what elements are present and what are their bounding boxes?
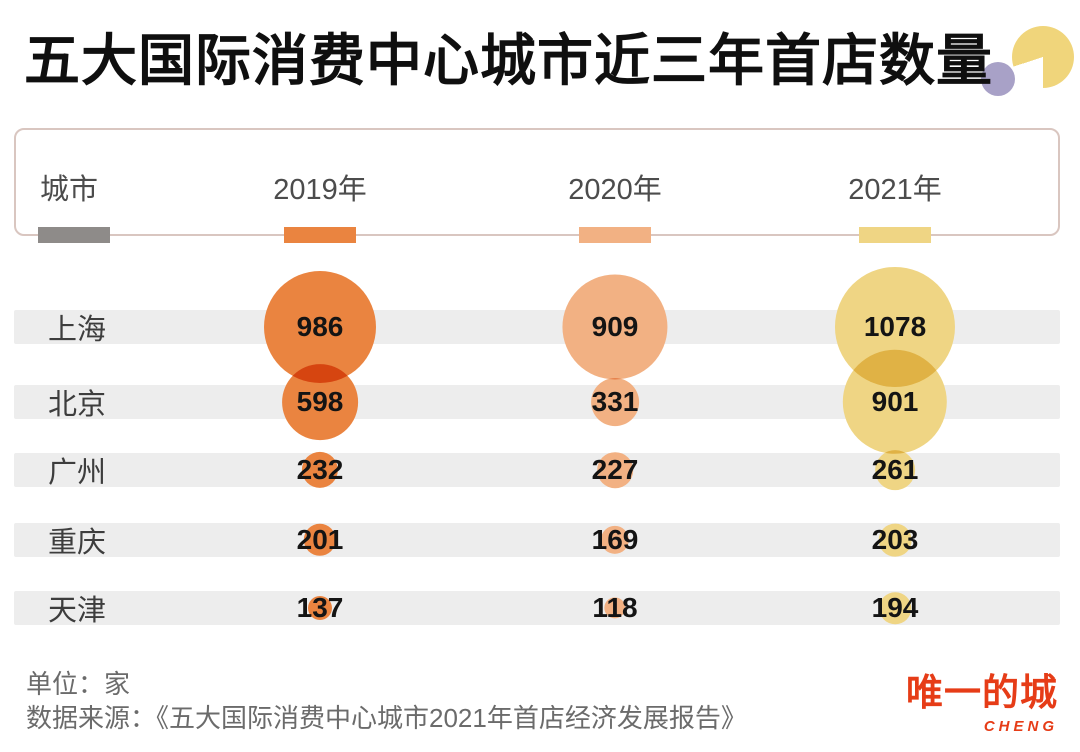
value-bubble — [879, 592, 911, 624]
value-label: 203 — [871, 524, 919, 555]
value-bubble — [562, 274, 668, 380]
value-label: 232 — [296, 454, 344, 485]
legend-swatch-2019 — [284, 227, 356, 243]
brand-logo-text: 唯一的城 — [906, 672, 1058, 713]
value-label: 598 — [296, 386, 344, 417]
value-label: 331 — [591, 386, 639, 417]
value-bubble — [591, 378, 639, 426]
city-label: 重庆 — [48, 527, 107, 559]
legend-swatch-city — [38, 227, 110, 243]
value-bubble — [600, 525, 630, 555]
value-label: 1078 — [863, 311, 927, 342]
value-bubble — [307, 595, 333, 621]
city-label: 广州 — [48, 457, 107, 489]
value-label: 169 — [591, 524, 639, 555]
value-label: 137 — [296, 592, 344, 623]
data-source-note: 数据来源：《五大国际消费中心城市2021年首店经济发展报告》 — [26, 703, 747, 733]
value-bubble — [604, 597, 626, 619]
value-bubble — [301, 451, 339, 489]
value-label: 227 — [591, 454, 639, 485]
column-header-2020: 2020年 — [568, 174, 662, 206]
value-bubble — [597, 452, 633, 488]
value-label: 909 — [591, 311, 639, 342]
value-bubble — [875, 450, 915, 490]
pacman-circle-decoration — [1012, 26, 1074, 88]
purple-dot-decoration — [981, 62, 1015, 96]
brand-logo: 唯一的城 CHENG — [906, 662, 1058, 735]
legend-swatch-2020 — [579, 227, 651, 243]
city-label: 天津 — [48, 595, 107, 627]
value-bubble — [878, 523, 912, 557]
city-label: 上海 — [48, 314, 107, 346]
column-header-2021: 2021年 — [848, 174, 942, 206]
value-bubble — [842, 349, 948, 455]
value-label: 261 — [871, 454, 919, 485]
unit-note: 单位：家 — [26, 669, 131, 699]
value-bubble — [303, 523, 337, 557]
legend-swatch-2021 — [859, 227, 931, 243]
brand-logo-subtext: CHENG — [983, 718, 1058, 735]
column-header-2019: 2019年 — [273, 174, 367, 206]
city-label: 北京 — [48, 389, 107, 421]
page-title: 五大国际消费中心城市近三年首店数量 — [24, 29, 993, 92]
value-label: 901 — [871, 386, 919, 417]
value-label: 118 — [592, 592, 638, 623]
value-label: 986 — [296, 311, 344, 342]
value-label: 201 — [296, 524, 344, 555]
column-header-city: 城市 — [40, 174, 99, 206]
value-label: 194 — [871, 592, 919, 623]
value-bubble — [282, 364, 358, 440]
table-header-box — [14, 128, 1060, 236]
